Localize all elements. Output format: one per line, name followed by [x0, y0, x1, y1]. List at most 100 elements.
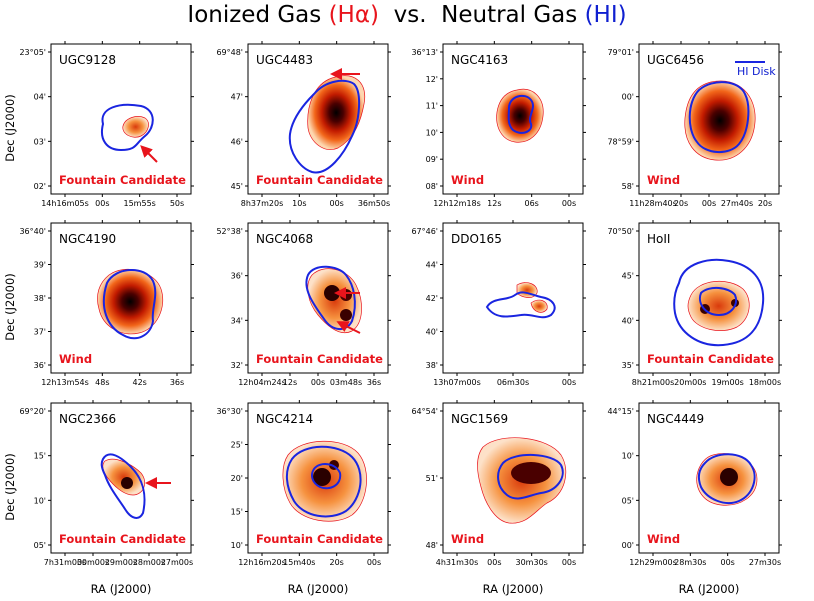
y-tick-label: 58' [622, 182, 634, 191]
x-tick-label: 8h37m20s [241, 199, 283, 208]
hi-contour [507, 94, 534, 134]
hi-contour [101, 103, 154, 152]
x-tick-label: 10s [292, 199, 306, 208]
title-halpha: (Hα) [328, 2, 379, 28]
y-tick-label: 34' [231, 316, 243, 325]
y-tick-label: 51' [426, 474, 438, 483]
panel-name: UGC4483 [256, 53, 313, 67]
title-hi: (HI) [584, 2, 627, 28]
x-tick-label: 00s [311, 378, 325, 387]
y-tick-label: 15' [34, 452, 46, 461]
x-tick-label: 4h31m30s [436, 558, 478, 567]
x-tick-label: 30m30s [516, 558, 548, 567]
x-tick-label: 13h07m00s [433, 378, 481, 387]
y-tick-label: 36°13' [411, 48, 438, 57]
x-tick-label: 12h29m00s [629, 558, 677, 567]
y-tick-label: 02' [34, 182, 46, 191]
panel-ugc4483: UGC4483 Fountain Candidate 69°48' 47' 46' 45'… [216, 41, 391, 208]
x-tick-label: 50s [170, 199, 184, 208]
x-tick-label: 20s [758, 199, 772, 208]
hi-contour [485, 291, 556, 319]
x-tick-label: 03m48s [330, 378, 362, 387]
y-tick-label: 25' [231, 441, 243, 450]
y-tick-label: 36°30' [216, 407, 243, 416]
panel-ngc4163: NGC4163 Wind 36°13' 12' 11' 10' 09' 08' 12h12m18… [411, 41, 586, 208]
y-tick-label: 40' [426, 328, 438, 337]
y-tick-label: 69°20' [19, 407, 46, 416]
panel-ngc4190: NGC4190 Wind 36°40' 39' 38' 37' 36' 12h13m54s 48… [19, 220, 194, 387]
y-tick-label: 11' [426, 102, 438, 111]
panel-name: NGC4214 [256, 412, 313, 426]
halpha-emission [307, 75, 366, 150]
y-tick-label: 32' [231, 361, 243, 370]
x-tick-label: 12h12m18s [433, 199, 481, 208]
x-tick-label: 28m00s [133, 558, 165, 567]
panel-classification: Wind [647, 173, 680, 187]
x-tick-label: 00s [95, 199, 109, 208]
panel-classification: Wind [59, 352, 92, 366]
panel-ngc1569: NGC1569 Wind 64°54' 51' 48' 4h31m30s 00s 30m30s… [411, 400, 586, 567]
panel-name: NGC1569 [451, 412, 508, 426]
x-tick-label: 12h16m20s [238, 558, 286, 567]
y-tick-label: 10' [426, 128, 438, 137]
y-tick-label: 38' [426, 361, 438, 370]
x-tick-label: 06s [524, 199, 538, 208]
x-axis-label-col3: RA (J2000) [483, 582, 544, 596]
panel-ddo165: DDO165 67°46' 44' 42' 40' 38' 13h07m00s 06m30s 0… [411, 220, 586, 387]
y-tick-label: 39' [34, 261, 46, 270]
y-tick-label: 00' [622, 93, 634, 102]
panel-ngc4214: NGC4214 Fountain Candidate 36°30' 25' 20' 15'… [216, 400, 391, 567]
panel-classification: Fountain Candidate [647, 352, 774, 366]
y-tick-label: 45' [622, 272, 634, 281]
halpha-emission [530, 299, 548, 313]
y-tick-label: 78°59' [607, 137, 634, 146]
x-axis-label-col1: RA (J2000) [91, 582, 152, 596]
y-tick-label: 35' [622, 361, 634, 370]
y-tick-label: 04' [34, 93, 46, 102]
x-tick-label: 06m30s [497, 378, 529, 387]
panel-name: HoII [647, 232, 670, 246]
x-tick-label: 15m55s [124, 199, 156, 208]
x-tick-label: 28m30s [674, 558, 706, 567]
panel-name: NGC2366 [59, 412, 116, 426]
x-tick-label: 00s [562, 199, 576, 208]
y-axis-label-row1: Dec (J2000) [3, 94, 17, 162]
hi-contour [288, 79, 360, 174]
y-tick-label: 79°01' [607, 48, 634, 57]
x-tick-label: 12s [487, 199, 501, 208]
x-tick-label: 48s [95, 378, 109, 387]
x-tick-label: 15m40s [283, 558, 315, 567]
panel-name: UGC9128 [59, 53, 116, 67]
panel-classification: Wind [451, 173, 484, 187]
hi-contour [100, 453, 146, 519]
hi-contour [688, 81, 750, 153]
panel-name: NGC4449 [647, 412, 704, 426]
x-tick-label: 7h31m00s [44, 558, 86, 567]
emission-knot [340, 309, 352, 321]
panel-name: UGC6456 [647, 53, 704, 67]
y-tick-label: 69°48' [216, 48, 243, 57]
panel-ugc6456: UGC6456 Wind HI Disk 79°01' 00' 78°59' 58' 11h2… [607, 41, 782, 208]
panel-classification: Fountain Candidate [59, 173, 186, 187]
x-tick-label: 12h13m54s [41, 378, 89, 387]
y-tick-label: 40' [622, 316, 634, 325]
panel-classification: Fountain Candidate [59, 532, 186, 546]
emission-knot [340, 289, 352, 301]
panel-classification: Wind [451, 532, 484, 546]
x-tick-label: 00s [562, 558, 576, 567]
figure-title: Ionized Gas (Hα) vs. Neutral Gas (HI) [0, 2, 814, 28]
y-tick-label: 38' [34, 294, 46, 303]
emission-knot [324, 285, 340, 301]
panel-name: NGC4068 [256, 232, 313, 246]
panel-ngc4068: NGC4068 Fountain Candidate 52°38' 36' 34' 32'… [216, 220, 391, 387]
x-tick-label: 27m00s [161, 558, 193, 567]
x-tick-label: 00s [720, 558, 734, 567]
x-tick-label: 18m00s [749, 378, 781, 387]
y-tick-label: 15' [231, 508, 243, 517]
arrow [140, 145, 158, 163]
emission-core [511, 462, 551, 484]
y-tick-label: 52°38' [216, 227, 243, 236]
panel-classification: Wind [647, 532, 680, 546]
emission-knot [121, 477, 133, 489]
y-tick-label: 48' [426, 541, 438, 550]
